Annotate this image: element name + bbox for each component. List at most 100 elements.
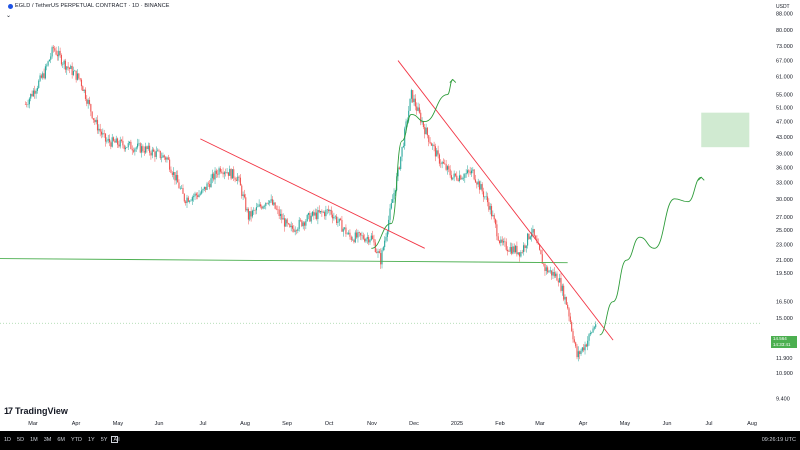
candle: [60, 55, 62, 65]
candle: [187, 197, 189, 202]
timeframe-button[interactable]: YTD: [70, 437, 82, 443]
candle: [171, 172, 173, 175]
candle: [179, 188, 181, 189]
candle: [43, 73, 45, 79]
candle: [183, 193, 185, 202]
timeframe-button[interactable]: 1Y: [87, 437, 95, 443]
utc-clock[interactable]: 09:26:19 UTC: [761, 437, 796, 443]
candle: [310, 215, 312, 222]
candle: [486, 196, 489, 203]
symbol-header[interactable]: EGLD / TetherUS PERPETUAL CONTRACT · 1D …: [8, 3, 170, 9]
candle-countdown: 14:33:41: [773, 341, 791, 347]
candle: [390, 202, 392, 209]
timeframe-button[interactable]: 5D: [17, 437, 25, 443]
candle: [289, 223, 291, 228]
candle: [346, 233, 348, 235]
y-tick-label: 36.000: [776, 165, 793, 171]
candle: [307, 213, 310, 215]
candle: [137, 143, 139, 148]
candle: [279, 213, 282, 217]
candle: [592, 328, 594, 333]
candle: [282, 218, 284, 220]
timeframe-button[interactable]: 1D: [4, 437, 12, 443]
candle: [353, 239, 355, 243]
candle: [482, 191, 485, 198]
candle: [72, 71, 75, 75]
candle: [420, 112, 422, 123]
candle: [98, 128, 100, 131]
candle: [438, 154, 440, 164]
candle: [79, 78, 81, 80]
candle: [490, 206, 493, 217]
candle: [251, 210, 253, 217]
candle: [552, 271, 554, 276]
candle: [104, 133, 107, 142]
target-zone: [701, 112, 750, 148]
y-tick-label: 33.000: [776, 180, 793, 186]
candle: [205, 186, 207, 190]
candle: [549, 270, 551, 272]
candle: [416, 106, 418, 111]
candle: [255, 207, 257, 211]
candle: [511, 246, 513, 254]
x-tick-label: Feb: [495, 421, 504, 427]
candle: [211, 173, 213, 179]
y-tick-label: 25.000: [776, 228, 793, 234]
candle: [448, 166, 450, 170]
candle: [157, 150, 159, 152]
candle: [361, 235, 363, 236]
candle: [247, 208, 249, 220]
candle: [386, 231, 388, 237]
candle: [191, 197, 193, 201]
timeframe-button[interactable]: All: [113, 437, 120, 443]
tradingview-logo[interactable]: 17 TradingView: [4, 406, 68, 416]
y-tick-label: 16.500: [776, 300, 793, 306]
candle: [385, 236, 387, 241]
projection-path-1-arrowhead: [449, 78, 457, 83]
timeframe-button[interactable]: 3M: [43, 437, 52, 443]
calendar-icon[interactable]: [111, 436, 118, 443]
candle: [278, 209, 280, 217]
candle: [265, 202, 267, 206]
x-tick-label: 2025: [451, 421, 463, 427]
candle: [318, 210, 320, 213]
candle: [324, 212, 326, 217]
candle: [226, 172, 228, 174]
candle: [450, 175, 453, 180]
candle: [400, 156, 402, 170]
timeframe-button[interactable]: 1M: [30, 437, 38, 443]
y-tick-label: 88.000: [776, 12, 793, 18]
candle: [477, 181, 479, 185]
candle: [453, 173, 455, 178]
candle: [572, 331, 574, 340]
candle: [466, 170, 469, 174]
candle: [167, 157, 169, 160]
candle: [349, 232, 351, 237]
candle: [334, 216, 336, 218]
timeframe-button[interactable]: 6M: [57, 437, 65, 443]
candle: [270, 199, 272, 201]
candle: [311, 211, 314, 216]
candle: [369, 239, 371, 243]
timeframe-button[interactable]: 5Y: [100, 437, 108, 443]
candle: [461, 178, 463, 180]
candle: [583, 347, 585, 351]
candle: [28, 98, 30, 105]
candle: [405, 121, 407, 129]
candle: [126, 147, 128, 148]
candle: [206, 183, 208, 190]
candle: [476, 182, 478, 185]
candle: [560, 277, 562, 291]
currency-label[interactable]: USDT: [776, 4, 790, 10]
candle: [203, 186, 205, 190]
candle: [275, 208, 278, 210]
candle: [245, 197, 247, 211]
y-tick-label: 43.000: [776, 135, 793, 141]
candle: [412, 90, 414, 103]
candle: [507, 249, 509, 252]
candle: [512, 246, 514, 254]
y-tick-label: 21.000: [776, 258, 793, 264]
indicator-toggle-chevron-icon[interactable]: ⌄: [6, 13, 12, 19]
candle: [521, 252, 523, 253]
